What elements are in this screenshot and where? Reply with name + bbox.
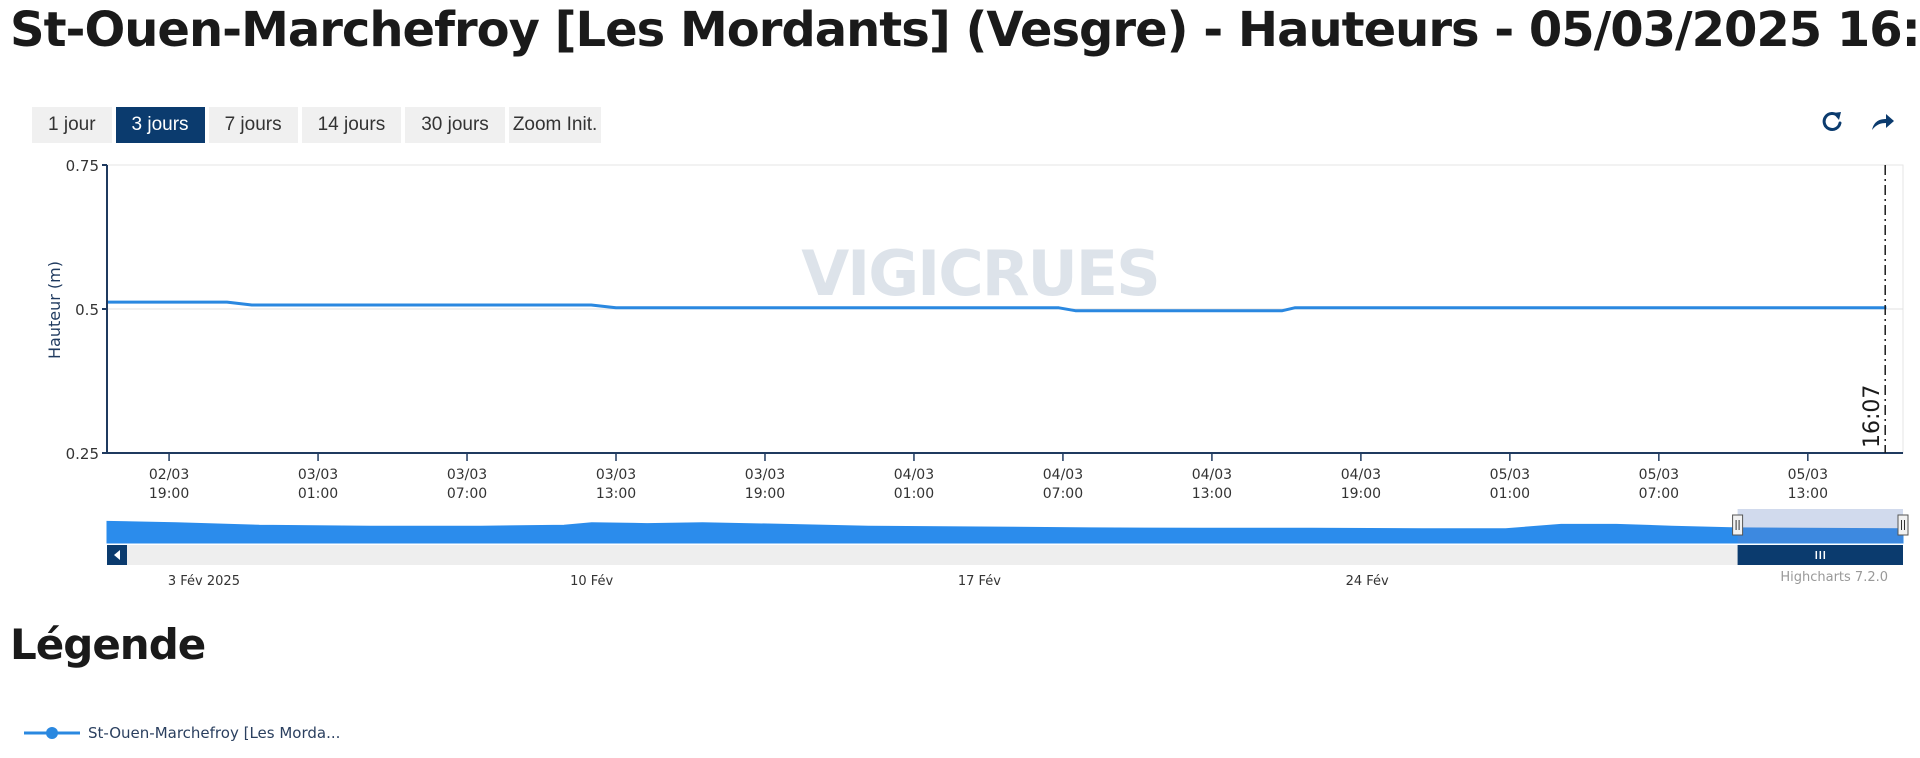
range-button-30-days[interactable]: 30 jours (405, 107, 505, 143)
share-arrow-icon[interactable] (1868, 108, 1896, 136)
x-tick-time-label: 07:00 (1639, 486, 1679, 502)
y-tick-label: 0.5 (75, 301, 99, 319)
y-tick-label: 0.25 (66, 445, 99, 463)
x-tick-time-label: 01:00 (894, 486, 934, 502)
range-selector: 1 jour 3 jours 7 jours 14 jours 30 jours… (32, 107, 602, 143)
vigicrues-watermark: VIGICRUES (801, 237, 1159, 310)
x-tick-time-label: 19:00 (745, 486, 785, 502)
refresh-icon[interactable] (1818, 108, 1846, 136)
range-button-14-days[interactable]: 14 jours (301, 107, 402, 143)
x-tick-date-label: 04/03 (1192, 467, 1232, 483)
x-tick-time-label: 13:00 (1192, 486, 1232, 502)
scroll-left-arrow-icon (114, 550, 120, 560)
x-tick-date-label: 05/03 (1788, 467, 1828, 483)
x-tick-date-label: 03/03 (596, 467, 636, 483)
axes: 0.25 0.5 0.75 02/03 19:00 03/03 01:00 03/03 07:0… (66, 157, 1903, 502)
x-tick-date-label: 04/03 (1043, 467, 1083, 483)
x-tick-time-label: 07:00 (1043, 486, 1083, 502)
navigator[interactable]: 3 Fév 2025 10 Fév 17 Fév 24 Fév (106, 509, 1909, 589)
x-tick-time-label: 13:00 (596, 486, 636, 502)
x-tick-date-label: 02/03 (149, 467, 189, 483)
x-tick-time-label: 01:00 (1490, 486, 1530, 502)
legend-line-marker-icon (24, 727, 80, 739)
zoom-reset-button[interactable]: Zoom Init. (508, 107, 602, 143)
legend-series-label: St-Ouen-Marchefroy [Les Morda... (88, 724, 341, 742)
series-line (107, 300, 1887, 313)
x-tick-date-label: 05/03 (1639, 467, 1679, 483)
navigator-right-handle (1897, 514, 1909, 536)
series-layer (107, 300, 1887, 313)
credits: Highcharts 7.2.0 (1780, 570, 1888, 585)
x-tick-time-label: 13:00 (1788, 486, 1828, 502)
x-tick-date-label: 03/03 (447, 467, 487, 483)
x-tick-date-label: 03/03 (745, 467, 785, 483)
navigator-x-label: 10 Fév (570, 574, 613, 589)
range-button-7-days[interactable]: 7 jours (208, 107, 298, 143)
navigator-x-label: 3 Fév 2025 (168, 574, 240, 589)
range-button-1-day[interactable]: 1 jour (32, 107, 112, 143)
hauteur-chart: VIGICRUES 0.25 0.5 0.75 02/03 19:00 03/03 01:0… (45, 157, 1909, 589)
x-tick-date-label: 03/03 (298, 467, 338, 483)
x-tick-date-label: 05/03 (1490, 467, 1530, 483)
legend-heading: Légende (10, 620, 206, 669)
y-axis-label: Hauteur (m) (45, 261, 64, 359)
scrollbar-track (107, 545, 1903, 565)
current-time-label: 16:07 (1860, 385, 1885, 448)
navigator-x-label: 24 Fév (1346, 574, 1389, 589)
x-tick-date-label: 04/03 (894, 467, 934, 483)
legend-item[interactable]: St-Ouen-Marchefroy [Les Morda... (22, 724, 340, 742)
x-tick-time-label: 01:00 (298, 486, 338, 502)
x-tick-date-label: 04/03 (1341, 467, 1381, 483)
navigator-selection (1737, 509, 1903, 543)
x-tick-time-label: 07:00 (447, 486, 487, 502)
navigator-left-handle (1732, 514, 1744, 536)
y-tick-label: 0.75 (66, 157, 99, 175)
range-button-3-days[interactable]: 3 jours (115, 107, 205, 143)
x-tick-time-label: 19:00 (149, 486, 189, 502)
page-title: St-Ouen-Marchefroy [Les Mordants] (Vesgr… (10, 2, 1920, 58)
navigator-x-label: 17 Fév (958, 574, 1001, 589)
x-tick-time-label: 19:00 (1341, 486, 1381, 502)
navigator-area (106, 520, 1904, 544)
